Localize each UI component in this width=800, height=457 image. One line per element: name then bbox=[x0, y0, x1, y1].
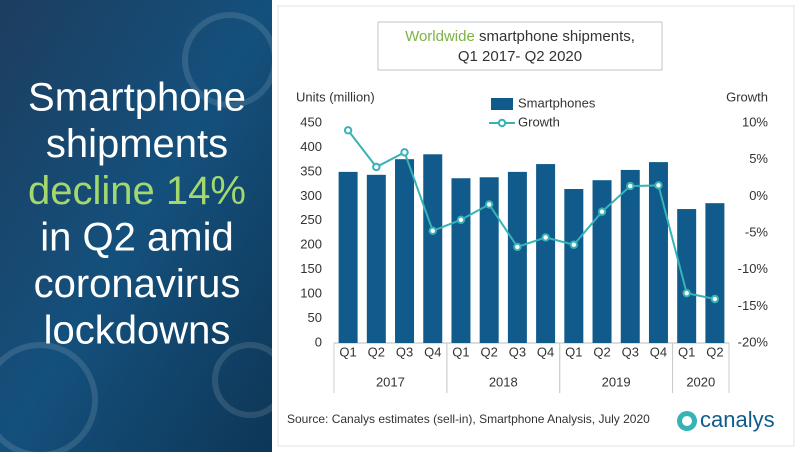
headline-line: decline 14% bbox=[28, 169, 246, 213]
growth-marker bbox=[513, 242, 522, 252]
x-tick-label: Q2 bbox=[706, 344, 723, 359]
x-tick-label: Q3 bbox=[396, 344, 413, 359]
bar bbox=[620, 169, 640, 343]
growth-marker bbox=[484, 200, 494, 209]
y-tick-label: 400 bbox=[300, 139, 322, 154]
y2-tick-label: -5% bbox=[745, 224, 769, 239]
bar bbox=[507, 171, 527, 343]
legend-swatch bbox=[491, 98, 513, 110]
title-box bbox=[377, 21, 663, 71]
y-tick-label: 250 bbox=[300, 212, 322, 227]
headline-line: coronavirus bbox=[34, 262, 241, 306]
logo: canalys bbox=[700, 407, 775, 432]
bar bbox=[338, 171, 358, 343]
y-tick-label: 100 bbox=[300, 286, 322, 301]
y2-tick-label: -20% bbox=[738, 334, 769, 349]
bar bbox=[423, 154, 443, 343]
bar bbox=[395, 159, 415, 343]
bar bbox=[479, 177, 499, 343]
y2-tick-label: 5% bbox=[749, 151, 768, 166]
x-tick-label: Q1 bbox=[452, 344, 469, 359]
growth-marker bbox=[626, 181, 635, 191]
x-tick-label: Q2 bbox=[368, 344, 385, 359]
y2-tick-label: 0% bbox=[749, 188, 768, 203]
growth-line bbox=[347, 129, 716, 300]
x-group-label: 2018 bbox=[489, 374, 518, 389]
source: Source: Canalys estimates (sell-in), Sma… bbox=[287, 412, 650, 426]
growth-marker bbox=[682, 288, 691, 298]
x-tick-label: Q1 bbox=[339, 344, 356, 359]
headline-line: Smartphone bbox=[28, 76, 246, 120]
x-tick-label: Q4 bbox=[537, 344, 554, 359]
x-group-label: 2019 bbox=[602, 374, 631, 389]
growth-marker bbox=[541, 233, 550, 242]
y-tick-label: 50 bbox=[308, 310, 322, 325]
bar bbox=[536, 164, 556, 343]
growth-marker bbox=[456, 215, 466, 225]
legend-label: Growth bbox=[518, 114, 560, 129]
x-tick-label: Q1 bbox=[565, 344, 582, 359]
title-highlight: Worldwide bbox=[405, 28, 475, 45]
y2-tick-label: -10% bbox=[738, 261, 769, 276]
bar bbox=[451, 178, 471, 343]
growth-marker bbox=[400, 148, 409, 157]
left-panel bbox=[0, 0, 272, 452]
y2-tick-label: -15% bbox=[738, 298, 769, 313]
x-tick-label: Q2 bbox=[481, 344, 498, 359]
x-tick-label: Q3 bbox=[509, 344, 526, 359]
bar bbox=[592, 180, 612, 343]
x-tick-label: Q2 bbox=[593, 344, 610, 359]
growth-marker bbox=[654, 181, 663, 190]
growth-marker bbox=[597, 207, 607, 216]
y-tick-label: 300 bbox=[300, 188, 322, 203]
x-tick-label: Q3 bbox=[622, 344, 639, 359]
panel-border bbox=[277, 5, 795, 447]
y-axis-label: Units (million) bbox=[296, 89, 375, 104]
y2-axis-label: Growth bbox=[726, 89, 768, 104]
x-tick-label: Q4 bbox=[650, 344, 667, 359]
growth-marker bbox=[710, 294, 720, 304]
x-tick-label: Q1 bbox=[678, 344, 695, 359]
bar bbox=[705, 203, 725, 343]
y-tick-label: 0 bbox=[315, 334, 322, 349]
headline-line: in Q2 amid bbox=[40, 215, 233, 259]
x-group-label: 2020 bbox=[686, 374, 715, 389]
chart-subtitle: Q1 2017- Q2 2020 bbox=[458, 48, 582, 65]
growth-marker bbox=[428, 226, 437, 236]
growth-marker bbox=[343, 126, 353, 135]
growth-marker bbox=[372, 162, 381, 172]
legend-label: Smartphones bbox=[518, 95, 596, 110]
chart-title: Worldwide smartphone shipments, bbox=[405, 28, 635, 45]
y-tick-label: 450 bbox=[300, 114, 322, 129]
logo-icon bbox=[677, 411, 697, 431]
headline-line: lockdowns bbox=[44, 309, 231, 353]
bar bbox=[677, 209, 697, 343]
headline-line: shipments bbox=[46, 122, 228, 166]
y-tick-label: 350 bbox=[300, 163, 322, 178]
y-tick-label: 200 bbox=[300, 237, 322, 252]
title-part: smartphone shipments, bbox=[479, 28, 635, 45]
x-group-label: 2017 bbox=[376, 374, 405, 389]
y-tick-label: 150 bbox=[300, 261, 322, 276]
y2-tick-label: 10% bbox=[742, 114, 768, 129]
bar bbox=[366, 174, 386, 343]
bar bbox=[564, 189, 584, 343]
legend-marker bbox=[497, 118, 507, 128]
growth-marker bbox=[569, 240, 579, 249]
x-tick-label: Q4 bbox=[424, 344, 441, 359]
